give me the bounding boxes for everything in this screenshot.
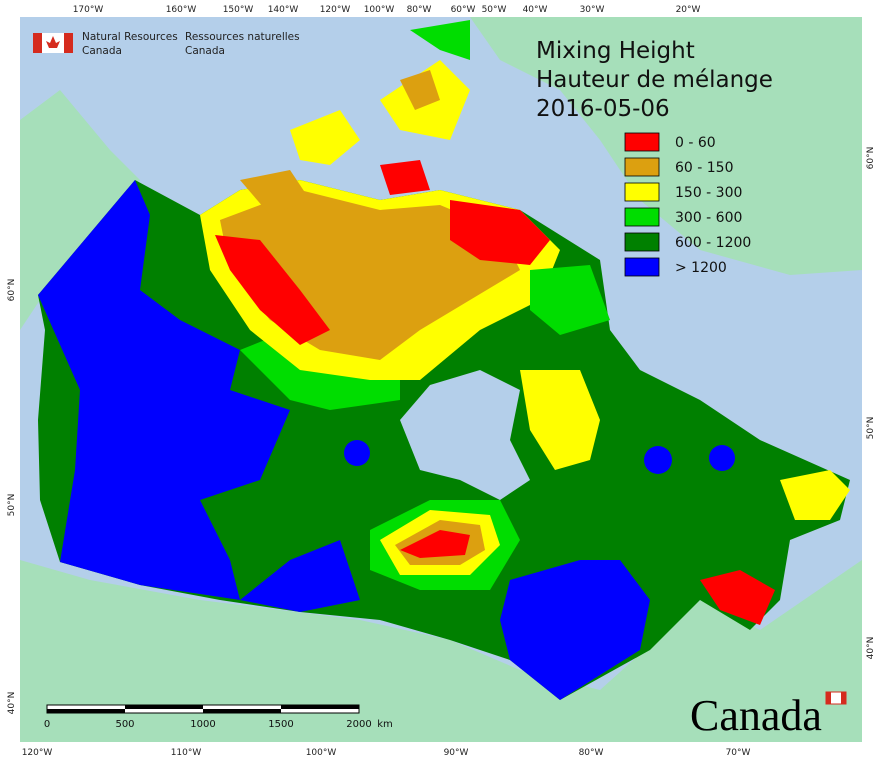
zone-manitoba [344,440,370,466]
lon-label: 80°W [579,748,604,758]
scale-label: 0 [44,719,50,730]
scale-label: 1000 [190,719,215,730]
scale-bar: 0 500 1000 1500 2000 km [44,704,393,730]
lon-label: 30°W [580,5,605,15]
lat-label: 40°N [866,637,876,660]
zone-red-ne [450,200,550,265]
island-b-core [400,70,440,110]
flag-bar [826,692,831,704]
legend-label: > 1200 [675,260,727,276]
alaska [20,90,140,330]
zone-yellow-labrador [520,370,600,470]
lat-label: 50°N [866,417,876,440]
lon-label: 20°W [676,5,701,15]
lon-label: 90°W [444,748,469,758]
agency-fr: Canada [185,45,225,57]
lat-label: 60°N [7,279,17,302]
lon-label: 110°W [171,748,202,758]
legend-label: 600 - 1200 [675,235,751,251]
title: Mixing Height [536,38,695,64]
lat-label: 60°N [866,147,876,170]
flag-bar [841,692,846,704]
scale-segment [203,709,281,713]
graticule-labels: 170°W 160°W 150°W 140°W 120°W 100°W 80°W 60°W 50… [7,5,876,758]
scale-label: 500 [115,719,134,730]
zone-prairie [240,540,360,612]
lon-label: 170°W [73,5,104,15]
scale-label: 1500 [268,719,293,730]
lon-label: 150°W [223,5,254,15]
agency-logo: Natural Resources Canada Ressources natu… [33,31,300,57]
hudson-bay [400,370,530,500]
legend-swatch [624,132,660,152]
island-c [410,20,470,60]
zone-newfoundland [780,470,850,520]
agency-en: Canada [82,45,122,57]
usa [20,560,862,742]
legend-swatch [624,232,660,252]
zone-red-maritimes [700,570,775,625]
lon-label: 120°W [320,5,351,15]
lon-label: 70°W [726,748,751,758]
flag-bar [64,33,73,53]
agency-fr: Ressources naturelles [185,31,300,43]
legend-swatch [624,182,660,202]
lon-label: 50°W [482,5,507,15]
island-e [380,160,430,195]
island-d [240,170,310,215]
title: Hauteur de mélange [536,67,773,93]
map-frame [20,17,862,742]
zone-west [38,180,290,600]
baffin-se [530,265,610,335]
zone-quebec-a [644,446,672,474]
lat-label: 40°N [7,692,17,715]
island-a [290,110,360,165]
zone-quebec-b [709,445,735,471]
scale-label: km [377,719,393,730]
zone-red-nw [215,235,330,345]
lon-label: 100°W [364,5,395,15]
legend-label: 60 - 150 [675,160,734,176]
scale-segment [125,705,203,709]
lon-label: 40°W [523,5,548,15]
lon-label: 140°W [268,5,299,15]
canada-wordmark: Canada [690,691,847,740]
maple-leaf [46,36,60,48]
agency-en: Natural Resources [82,31,178,43]
lon-label: 160°W [166,5,197,15]
greenland [470,17,862,275]
zone-red-south [400,530,470,558]
lon-label: 120°W [22,748,53,758]
legend-swatch [624,207,660,227]
scale-label: 2000 [346,719,371,730]
scale-segment [281,705,359,709]
title: 2016-05-06 [536,96,670,122]
legend-label: 300 - 600 [675,210,742,226]
lon-label: 80°W [407,5,432,15]
scale-segment [47,709,125,713]
legend-label: 150 - 300 [675,185,742,201]
legend-label: 0 - 60 [675,135,716,151]
lat-label: 50°N [7,494,17,517]
legend-swatch [624,157,660,177]
legend: 0 - 60 60 - 150 150 - 300 300 - 600 600 - 12… [624,132,751,277]
wordmark: Canada [690,691,822,740]
lon-label: 100°W [306,748,337,758]
flag-bar [33,33,42,53]
legend-swatch [624,257,660,277]
lon-label: 60°W [451,5,476,15]
zone-ontario [500,560,650,700]
